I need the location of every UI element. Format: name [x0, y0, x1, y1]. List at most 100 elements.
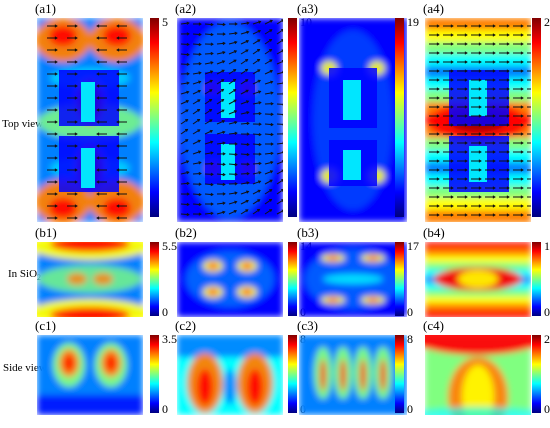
field-blob	[247, 369, 263, 405]
field-arrow	[276, 160, 283, 165]
field-arrow	[429, 159, 440, 163]
field-arrow	[67, 72, 78, 76]
field-arrow	[192, 118, 201, 125]
field-arrow	[485, 33, 496, 37]
panel-label-a3: (a3)	[297, 1, 318, 16]
field-arrow	[116, 132, 127, 136]
field-blob	[327, 298, 339, 302]
field-arrow	[443, 159, 454, 163]
field-arrow	[96, 192, 107, 196]
colorbar-c2	[288, 335, 297, 413]
field-arrow	[252, 122, 262, 126]
field-arrow	[240, 68, 249, 75]
colorbar-min-b3: 0	[407, 305, 413, 319]
field-arrow	[204, 89, 213, 95]
field-arrow	[485, 105, 496, 109]
field-blob	[49, 26, 77, 46]
field-arrow	[252, 142, 262, 147]
field-band	[425, 262, 531, 271]
field-arrow	[527, 205, 531, 207]
field-arrow	[276, 141, 283, 145]
field-arrow	[513, 60, 524, 64]
field-arrow	[204, 51, 214, 56]
field-map-c4	[425, 335, 531, 415]
field-arrow	[116, 192, 127, 196]
field-arrow	[499, 105, 510, 109]
field-arrow	[276, 179, 283, 185]
field-arrow	[67, 84, 78, 88]
field-band	[425, 242, 531, 250]
field-arrow	[457, 78, 468, 82]
field-arrow	[513, 150, 524, 154]
field-arrow	[96, 120, 107, 124]
field-arrow	[429, 150, 440, 154]
field-arrow	[457, 114, 468, 118]
field-arrow	[216, 162, 226, 167]
field-arrow	[216, 201, 226, 205]
field-arrow	[264, 122, 274, 127]
colorbar-b1	[150, 242, 159, 316]
field-arrow	[240, 209, 249, 215]
colorbar-c3	[395, 335, 404, 413]
field-arrow	[204, 108, 213, 115]
field-arrow	[485, 51, 496, 55]
colorbar-a4	[532, 18, 541, 217]
field-arrow	[499, 87, 510, 91]
field-arrow	[429, 141, 440, 145]
panel-label-c2: (c2)	[175, 318, 196, 333]
colorbar-b3	[395, 242, 404, 316]
field-arrow	[180, 160, 190, 165]
field-arrow	[457, 51, 468, 55]
field-arrow	[499, 204, 510, 208]
field-arrow	[276, 81, 283, 85]
field-blob	[425, 335, 531, 355]
field-arrow	[513, 213, 524, 217]
field-arrow	[47, 204, 58, 208]
colorbar-max-c4: 27	[544, 332, 550, 346]
field-arrow	[47, 84, 58, 88]
field-arrow	[192, 212, 202, 216]
field-arrow	[180, 81, 190, 85]
field-arrow	[499, 123, 510, 127]
field-arrow	[252, 79, 261, 85]
field-arrow	[96, 36, 107, 40]
field-arrow	[471, 150, 482, 154]
panel-label-a1: (a1)	[35, 1, 56, 16]
field-map-c2	[177, 335, 283, 415]
field-arrow	[180, 72, 190, 76]
field-arrow	[264, 102, 274, 106]
field-blob	[93, 273, 113, 285]
field-arrow	[499, 24, 510, 28]
field-arrow	[240, 199, 249, 205]
field-arrow	[252, 48, 261, 55]
field-blob	[425, 407, 531, 415]
panel-label-a2: (a2)	[175, 1, 196, 16]
colorbar-min-b1: 0	[162, 305, 168, 319]
field-arrow	[499, 51, 510, 55]
field-arrow	[276, 150, 283, 155]
colorbar-min-c1: 0	[162, 402, 168, 416]
field-arrow	[204, 192, 214, 197]
field-arrow	[429, 114, 440, 118]
field-arrow	[485, 195, 496, 199]
field-arrow	[471, 24, 482, 28]
panel-label-b2: (b2)	[175, 225, 197, 240]
field-arrow	[485, 78, 496, 82]
field-arrow	[443, 177, 454, 181]
field-map-a1	[37, 18, 143, 222]
field-arrow	[180, 52, 190, 57]
field-arrow	[264, 209, 273, 215]
nanostructure-outline	[205, 134, 255, 184]
colorbar-max-c3: 8	[407, 332, 413, 346]
field-arrow	[180, 212, 190, 217]
field-arrow	[264, 19, 273, 25]
panel-label-b4: (b4)	[423, 225, 445, 240]
field-arrow	[485, 186, 496, 190]
field-arrow	[204, 162, 214, 166]
field-arrow	[485, 132, 496, 136]
field-arrow	[204, 42, 214, 46]
field-arrow	[429, 78, 440, 82]
field-arrow	[499, 213, 510, 217]
field-map-c3	[299, 335, 407, 415]
field-arrow	[252, 161, 262, 166]
